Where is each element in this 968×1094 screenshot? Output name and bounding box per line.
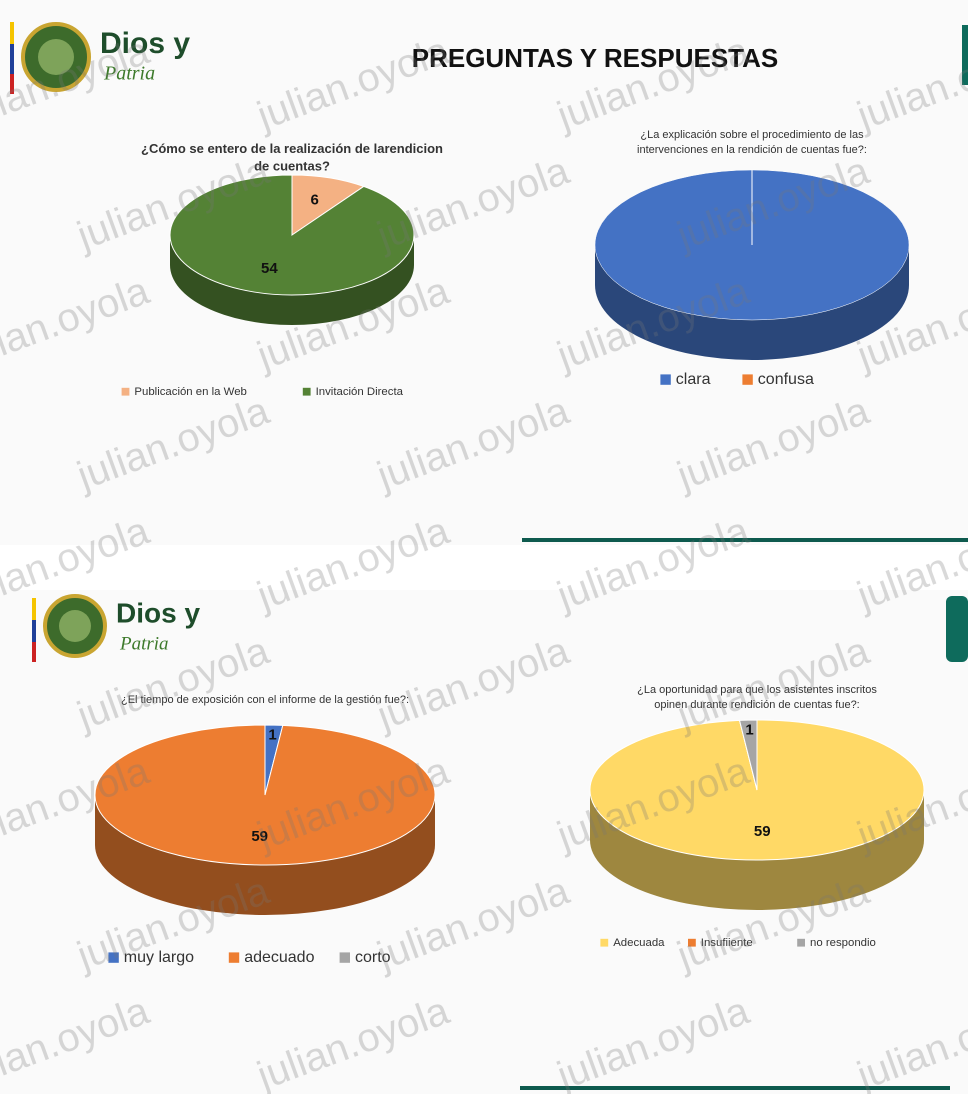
- pie-side: [595, 245, 909, 360]
- page-title: PREGUNTAS Y RESPUESTAS: [412, 43, 779, 73]
- logo: [38, 39, 74, 75]
- legend-label: muy largo: [124, 949, 194, 966]
- tab: [962, 25, 968, 85]
- chart-title: ¿El tiempo de exposición con el informe …: [121, 694, 409, 706]
- logo-script: Patria: [103, 63, 155, 85]
- pie-side: [95, 795, 435, 915]
- legend-label: confusa: [758, 371, 814, 388]
- legend-label: Insufiiente: [701, 937, 753, 949]
- legend-label: Invitación Directa: [316, 386, 404, 398]
- data-label: 6: [310, 192, 318, 209]
- legend-swatch: [600, 938, 609, 947]
- flag-stripe: [10, 44, 14, 74]
- flag-stripe: [32, 642, 36, 662]
- legend-label: Adecuada: [613, 937, 665, 949]
- logo-script: Patria: [119, 633, 169, 654]
- data-label: 1: [268, 727, 276, 744]
- pie-slice: [291, 174, 365, 236]
- legend-swatch: [121, 387, 130, 396]
- legend-swatch: [688, 938, 696, 947]
- chart-title: ¿Cómo se entero de la realización de lar…: [141, 141, 443, 174]
- legend-swatch: [660, 374, 671, 385]
- legend-swatch: [797, 938, 805, 947]
- legend-label: no respondio: [810, 937, 876, 949]
- logo: [59, 610, 91, 642]
- divider: [522, 538, 968, 542]
- flag-stripe: [10, 22, 14, 44]
- data-label: 59: [754, 823, 771, 840]
- legend-swatch: [302, 387, 311, 396]
- pie-slice: [738, 719, 758, 791]
- tab: [946, 596, 968, 662]
- legend-label: corto: [355, 949, 391, 966]
- legend-label: Publicación en la Web: [134, 386, 247, 398]
- divider: [520, 1086, 950, 1090]
- flag-stripe: [10, 74, 14, 94]
- pie-slice: [169, 174, 415, 296]
- chart-title: ¿La oportunidad para que los asistentes …: [637, 684, 877, 711]
- legend-swatch: [339, 952, 350, 963]
- legend-swatch: [228, 952, 240, 963]
- logo-text: Dios y: [116, 597, 200, 628]
- legend-label: adecuado: [244, 949, 314, 966]
- pie-side: [170, 235, 414, 325]
- chart-title: ¿La explicación sobre el procedimiento d…: [637, 129, 867, 156]
- legend-label: clara: [676, 371, 711, 388]
- data-label: 54: [261, 260, 278, 277]
- pie-side: [590, 790, 924, 910]
- flag-stripe: [32, 620, 36, 642]
- logo-text: Dios y: [100, 27, 190, 60]
- flag-stripe: [32, 598, 36, 620]
- data-label: 1: [745, 722, 753, 739]
- data-label: 59: [251, 828, 268, 845]
- legend-swatch: [742, 374, 753, 385]
- legend-swatch: [108, 952, 119, 963]
